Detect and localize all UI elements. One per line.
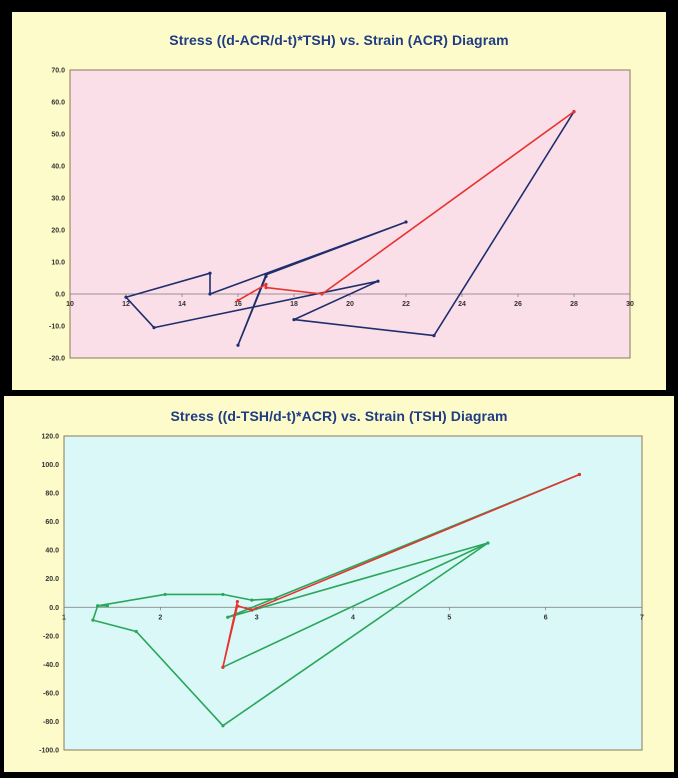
y-tick-label: 80.0 [45,491,59,498]
data-point [96,604,100,608]
data-point [134,629,138,634]
y-tick-label: 30.0 [51,196,65,203]
chart-panel-tsh: Stress ((d-TSH/d-t)*ACR) vs. Strain (TSH… [4,396,674,772]
x-tick-label: 24 [458,301,466,308]
data-point [292,318,296,322]
data-point [208,271,212,275]
y-tick-label: -40.0 [43,662,59,669]
data-point [124,295,128,299]
y-tick-label: 20.0 [51,228,65,235]
y-tick-label: 40.0 [51,164,65,171]
x-tick-label: 18 [290,301,298,308]
data-point [105,604,109,608]
chart-panel-acr: Stress ((d-ACR/d-t)*TSH) vs. Strain (ACR… [12,12,666,390]
data-point [152,326,156,330]
x-tick-label: 30 [626,301,634,308]
y-tick-label: -60.0 [43,690,59,697]
x-tick-label: 5 [447,614,451,621]
x-tick-label: 6 [544,614,548,621]
data-point [577,472,581,477]
data-point [208,292,212,296]
y-tick-label: 0.0 [55,292,65,299]
chart-acr-svg: 10 12 14 16 18 20 22 24 26 28 30 70.0 60.0 50.0 40.0 30… [49,68,634,363]
data-point [250,608,254,612]
y-tick-label: 70.0 [51,68,65,75]
x-tick-label: 2 [158,614,162,621]
data-point [264,274,268,278]
data-point [432,334,436,338]
data-point [91,618,95,622]
data-point [236,298,240,302]
data-point [486,541,490,545]
data-point [221,592,225,597]
data-point [376,279,380,283]
y-tick-label: -100.0 [39,748,59,755]
data-point [221,724,225,728]
data-point [264,286,268,290]
x-tick-label: 28 [570,301,578,308]
x-tick-label: 4 [351,614,355,621]
y-tick-label: 40.0 [45,548,59,555]
data-point [236,343,240,347]
plot-area [63,435,643,751]
chart-title-tsh: Stress ((d-TSH/d-t)*ACR) vs. Strain (TSH… [170,408,508,424]
x-tick-label: 20 [346,301,354,308]
data-point [235,604,239,608]
x-tick-label: 26 [514,301,522,308]
y-tick-label: 0.0 [49,605,59,612]
chart-title-acr: Stress ((d-ACR/d-t)*TSH) vs. Strain (ACR… [169,32,509,48]
y-tick-label: 100.0 [41,462,59,469]
y-tick-label: 20.0 [45,576,59,583]
data-point [163,592,167,597]
data-point [221,665,225,669]
x-tick-label: 12 [122,301,130,308]
y-tick-label: -20.0 [49,356,65,363]
y-tick-label: -10.0 [49,324,65,331]
data-point [572,110,576,114]
data-point [250,598,254,602]
data-point [235,599,239,604]
y-tick-label: 60.0 [51,100,65,107]
y-tick-label: 10.0 [51,260,65,267]
data-point [226,615,230,619]
data-point [320,292,324,296]
y-tick-label: 120.0 [41,434,59,441]
data-point [404,220,408,224]
plot-area [69,69,631,359]
x-tick-label: 16 [234,301,242,308]
x-tick-label: 10 [66,301,74,308]
chart-tsh-svg: 1 2 3 4 5 6 7 120.0 100.0 80.0 60.0 40.0 20.0 0.0 -20.… [39,434,644,755]
y-tick-label: -20.0 [43,633,59,640]
data-point [264,282,268,286]
x-tick-label: 22 [402,301,410,308]
x-tick-label: 14 [178,301,186,308]
x-tick-label: 7 [640,614,644,621]
x-tick-label: 1 [62,614,66,621]
y-tick-label: -80.0 [43,719,59,726]
x-tick-label: 3 [255,614,259,621]
y-tick-label: 60.0 [45,519,59,526]
y-tick-label: 50.0 [51,132,65,139]
